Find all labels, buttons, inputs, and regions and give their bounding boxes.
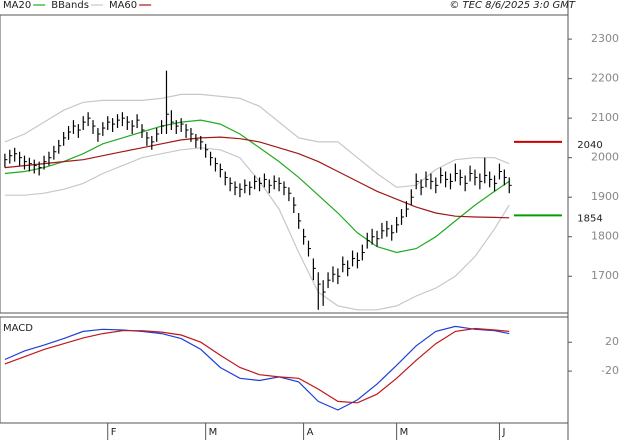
macd-panel [0, 316, 569, 424]
y-tick-label: 1700 [591, 269, 619, 282]
x-tick-label: M [209, 427, 218, 438]
y-tick-label: 2200 [591, 72, 619, 85]
y-tick-label: 2100 [591, 111, 619, 124]
legend-label: BBands [51, 0, 89, 11]
y-tick-label: 2000 [591, 151, 619, 164]
y-tick-label: 1800 [591, 230, 619, 243]
overlay-line [4, 119, 510, 254]
overlay-line [4, 136, 510, 219]
y-tick-label: 20 [605, 335, 619, 348]
x-tick-label: F [111, 427, 117, 438]
y-tick-label: 1900 [591, 190, 619, 203]
legend-label: MA20 [3, 0, 31, 11]
macd-line [4, 325, 510, 411]
panel-title: MACD [3, 323, 33, 334]
legend-label: MA60 [109, 0, 137, 11]
y-tick-label: 2300 [591, 32, 619, 45]
macd-line [4, 327, 510, 404]
x-tick-label: J [501, 427, 505, 438]
y-tick-label: -20 [601, 364, 619, 377]
x-tick-label: A [307, 427, 314, 438]
level-label: 2040 [577, 140, 602, 151]
level-label: 1854 [577, 213, 602, 224]
overlay-line [4, 93, 510, 188]
x-tick-label: M [400, 427, 409, 438]
price-panel [0, 14, 569, 314]
copyright: © TEC 8/6/2025 3:0 GMT [449, 0, 576, 11]
